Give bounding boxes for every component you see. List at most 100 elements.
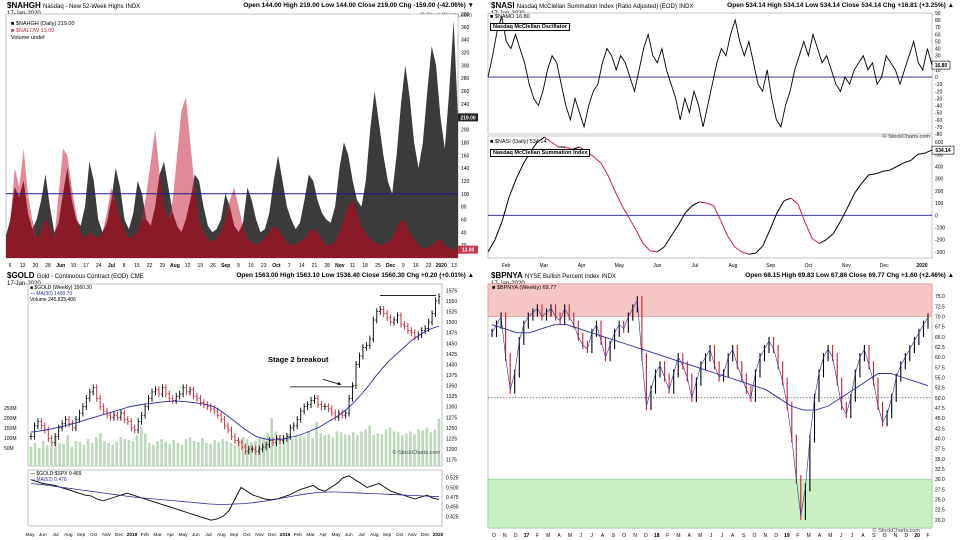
gold-volume-bar — [90, 442, 94, 466]
gold-volume-bar — [225, 441, 229, 466]
namo-y-tick-label: 30 — [935, 54, 941, 60]
gold-volume-bar — [278, 435, 282, 466]
nahgh-y-tick-label: 380 — [461, 12, 470, 18]
nasi-series-segment — [600, 162, 609, 176]
nahgh-x-tick-label: Jun — [56, 263, 65, 269]
gold-x-tick-label: Mar — [306, 532, 315, 538]
gold-volume-bar — [99, 433, 102, 466]
gold-x-tick-label: 2019 — [280, 532, 291, 538]
bpnya-y-tick-label: 42.5 — [935, 426, 945, 432]
bpnya-x-tick-label: M — [828, 533, 832, 539]
bpnya-chart: 20.0 22.5 25.0 27.5 30.0 32.5 35.0 37.5 40.0 42.5… — [487, 283, 945, 539]
gold-volume-bar — [311, 438, 314, 466]
gold-volume-bar — [303, 437, 306, 466]
gold-volume-bar — [290, 439, 294, 466]
bpnya-x-tick-label: A — [861, 533, 865, 539]
bpnya-x-tick-label: J — [590, 533, 593, 539]
nahgh-y-tick-label: 360 — [461, 25, 470, 31]
gold-volume-bar — [368, 425, 371, 466]
nasi-series-segment — [839, 207, 848, 222]
nasi-x-tick-label: Mar — [540, 263, 549, 269]
bpnya-close-line — [491, 299, 929, 516]
nasi-series-segment — [593, 156, 602, 164]
nasi-y-tick-label: -100 — [935, 226, 945, 232]
nasi-ohlc: Open 534.14 High 534.14 Low 534.14 Close… — [727, 2, 954, 9]
nahgh-x-tick-label: 19 — [198, 263, 204, 269]
gold-volume-bar — [262, 437, 265, 466]
nahgh-highs-area — [6, 20, 458, 259]
nahgh-x-tick-label: Dec — [386, 263, 395, 269]
nasi-watermark: © StockCharts.com — [882, 134, 930, 140]
nasi-series-segment — [762, 229, 771, 247]
nasi-x-tick-label: Jul — [692, 263, 698, 269]
bpnya-y-tick-label: 27.5 — [935, 487, 945, 493]
nahgh-x-tick-label: 24 — [96, 263, 102, 269]
gold-volume-bar — [119, 437, 123, 466]
gold-volume-bar — [437, 418, 441, 466]
namo-y-tick-label: -50 — [935, 111, 942, 117]
gold-volume-bar — [233, 444, 237, 466]
nasi-series-segment — [607, 174, 616, 192]
gold-volume-bar — [425, 427, 429, 466]
nasi-series-segment — [572, 146, 580, 150]
nasi-series-segment — [854, 183, 862, 194]
gold-y-tick-label: 1375 — [446, 373, 457, 379]
gold-volume-bar — [282, 437, 286, 466]
gold-volume-bar — [46, 444, 49, 466]
nahgh-x-tick-label: 20 — [33, 263, 39, 269]
gold-volume-axis-label: 150M — [4, 426, 17, 432]
gold-volume-bar — [270, 417, 273, 466]
gold-y-tick-label: 1250 — [446, 426, 457, 432]
nasi-series-segment — [741, 251, 749, 255]
nasi-title-box: Nasdaq McClellan Summation Index — [490, 149, 591, 157]
gold-x-tick-label: Jul — [358, 532, 364, 538]
namo-y-tick-label: -30 — [935, 96, 942, 102]
bpnya-y-tick-label: 35.0 — [935, 457, 945, 463]
gold-volume-bar — [74, 441, 78, 466]
gold-volume-bar — [319, 433, 322, 466]
gold-x-tick-label: Aug — [64, 532, 73, 538]
bpnya-x-tick-label: M — [546, 533, 550, 539]
nasi-series-segment — [621, 205, 630, 218]
nahgh-y-tick-label: 120 — [461, 179, 470, 185]
nahgh-x-tick-label: 11 — [350, 263, 355, 269]
nasi-series-segment — [656, 246, 665, 253]
gold-volume-bar — [213, 440, 216, 466]
nahgh-x-tick-label: 9 — [402, 263, 405, 269]
nasi-x-tick-label: May — [615, 263, 625, 269]
nahgh-legend-lows: ■ $NALOW 13.00 — [11, 28, 55, 34]
gold-volume-bar — [62, 443, 65, 466]
namo-y-tick-label: 40 — [935, 47, 941, 53]
nasi-y-tick-label: 300 — [935, 177, 944, 183]
namo-y-tick-label: 10 — [935, 68, 941, 74]
nasi-series-segment — [628, 217, 637, 231]
nasi-series-segment — [734, 246, 742, 253]
nahgh-legend: ■ $NAHGH (Daily) 219.00 ■ $NALOW 13.00 V… — [9, 21, 77, 42]
nasi-series-segment — [508, 178, 517, 198]
namo-y-tick-label: 90 — [935, 11, 941, 17]
gold-volume-bar — [66, 435, 69, 466]
gold-x-tick-label: Apr — [167, 532, 175, 538]
nahgh-y-tick-label: 160 — [461, 153, 470, 159]
gold-volume-bar — [433, 429, 437, 466]
gold-ratio-y-tick-label: 0.500 — [446, 485, 459, 491]
bpnya-x-tick-label: O — [492, 533, 496, 539]
bpnya-y-tick-label: 52.5 — [935, 386, 945, 392]
gold-volume-bar — [107, 442, 110, 466]
nahgh-x-tick-label: 23 — [261, 263, 267, 269]
gold-volume-bar — [417, 429, 420, 466]
nahgh-y-tick-label: 240 — [461, 102, 470, 108]
nahgh-ohlc: Open 144.00 High 219.00 Low 144.00 Close… — [243, 2, 474, 9]
gold-volume-bar — [372, 435, 375, 466]
gold-volume-bar — [131, 441, 135, 466]
gold-volume-bar — [103, 441, 106, 466]
nasi-series-segment — [614, 190, 623, 206]
gold-volume-axis-label: 50M — [4, 446, 14, 452]
gold-volume-bar — [429, 432, 433, 466]
nahgh-legend-volume: Volume undef — [11, 35, 45, 41]
gold-volume-bar — [294, 435, 298, 466]
nahgh-y-tick-label: 180 — [461, 140, 470, 146]
gold-ratio-line — [30, 475, 440, 521]
bpnya-x-tick-label: N — [894, 533, 898, 539]
gold-volume-bar — [360, 431, 363, 466]
